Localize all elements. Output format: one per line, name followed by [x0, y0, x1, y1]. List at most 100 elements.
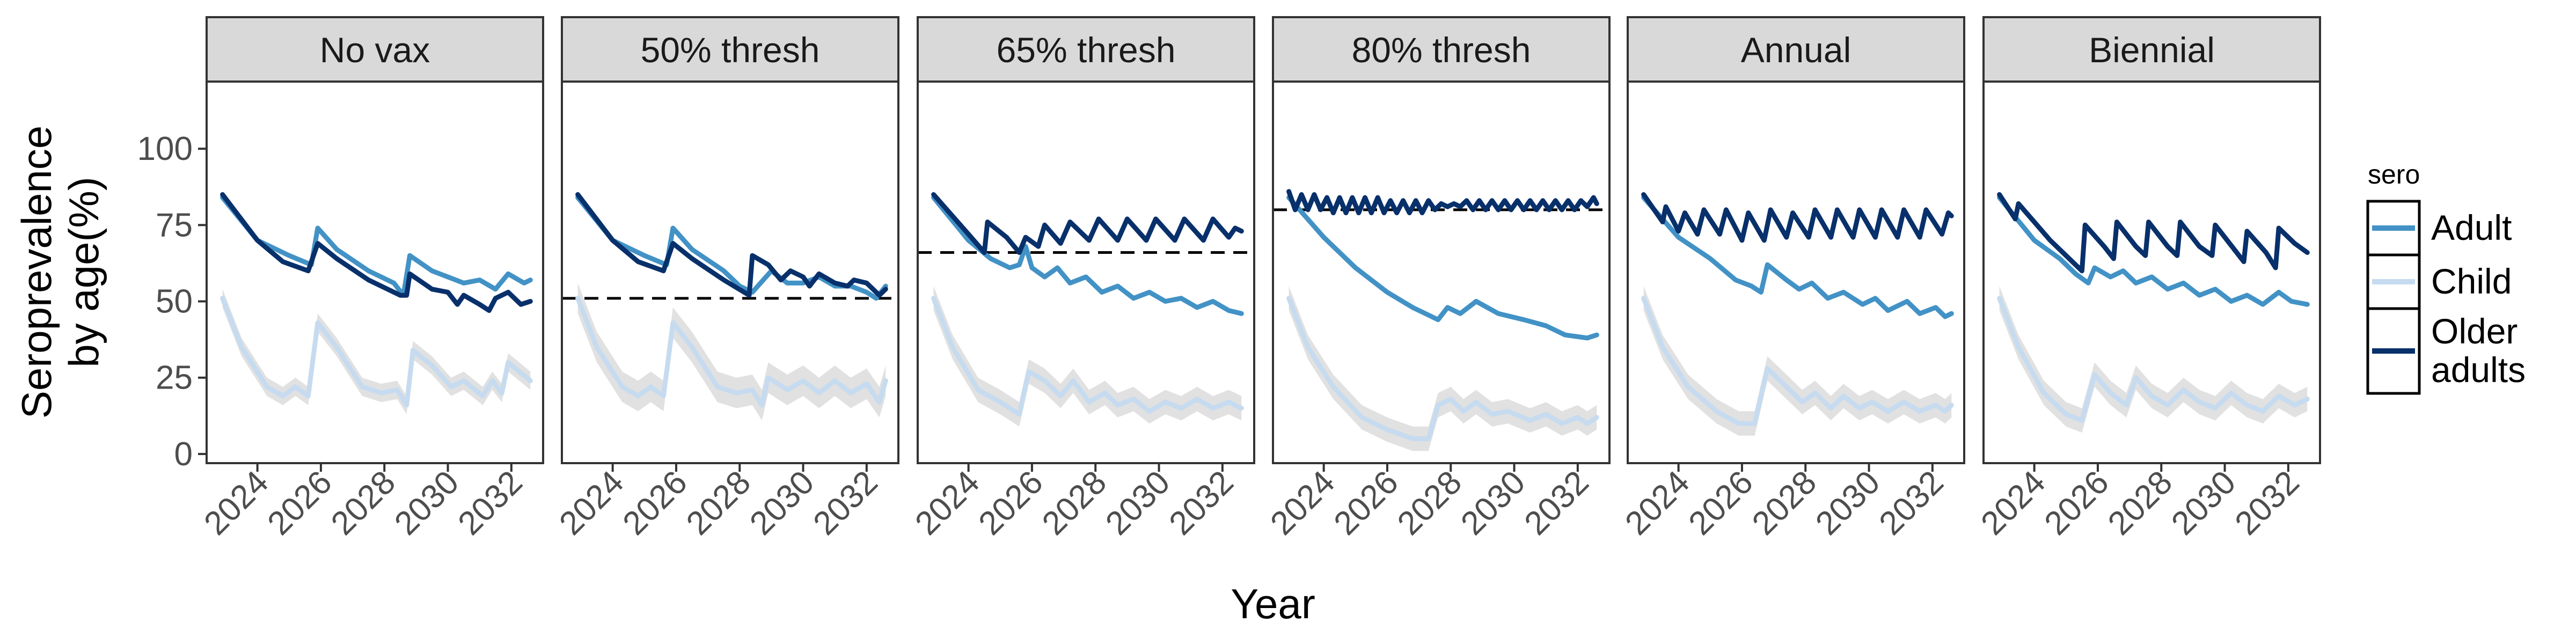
plot-content — [1273, 189, 1609, 451]
plot-content — [918, 192, 1254, 427]
facet-strip-label: Annual — [1741, 30, 1851, 70]
series-line-adult — [931, 195, 1244, 316]
x-axis-title: Year — [1231, 580, 1315, 627]
x-tick-label: 2028 — [2101, 464, 2179, 542]
facet-strip-label: No vax — [320, 30, 430, 70]
y-tick-label: 75 — [156, 207, 193, 244]
panel-border — [561, 80, 899, 464]
series-line-child — [220, 296, 533, 408]
series-band-child — [1289, 286, 1597, 451]
facet-strip-label: 65% thresh — [997, 30, 1176, 70]
plot-area — [562, 82, 898, 463]
panel-border — [917, 80, 1255, 464]
panel-border — [1627, 80, 1965, 464]
x-tick-label: 2024 — [552, 464, 631, 542]
x-tick-label: 2030 — [1809, 464, 1887, 542]
y-axis-title-line: by age(%) — [60, 177, 107, 368]
x-tick-label: 2028 — [679, 464, 758, 542]
x-tick-label: 2024 — [197, 464, 275, 542]
plot-area — [1984, 82, 2320, 463]
y-axis-title-line: Seroprevalence — [13, 126, 60, 419]
x-tick-label: 2030 — [387, 464, 466, 542]
panel-border — [1982, 80, 2321, 464]
plot-area — [1628, 82, 1964, 463]
x-tick-label: 2026 — [2038, 464, 2116, 542]
facet-strip — [1272, 16, 1611, 83]
series-line-older-adults — [931, 192, 1244, 255]
y-tick-label: 0 — [174, 436, 193, 473]
plot-content — [220, 192, 533, 414]
x-tick-label: 2028 — [1745, 464, 1824, 542]
series-line-older-adults — [1286, 189, 1599, 216]
series-line-child — [1641, 296, 1954, 426]
x-tick-label: 2030 — [743, 464, 821, 542]
facet-strip — [561, 16, 899, 83]
series-line-older-adults — [220, 192, 533, 313]
facet-strip — [1627, 16, 1965, 83]
x-tick-label: 2026 — [616, 464, 694, 542]
x-tick-label: 2032 — [1517, 464, 1596, 542]
facet-strip — [1982, 16, 2321, 83]
x-tick-label: 2026 — [972, 464, 1050, 542]
x-tick-label: 2032 — [1162, 464, 1240, 542]
x-tick-label: 2030 — [2164, 464, 2243, 542]
x-tick-label: 2026 — [261, 464, 339, 542]
x-tick-label: 2032 — [1872, 464, 1950, 542]
series-line-older-adults — [1997, 192, 2310, 274]
legend-label: Older — [2431, 311, 2518, 351]
x-tick-label: 2028 — [1035, 464, 1114, 542]
facet-strip-label: Biennial — [2089, 30, 2215, 70]
facet-strip-label: 50% thresh — [641, 30, 820, 70]
plot-content — [562, 192, 898, 421]
facet-strip-label: 80% thresh — [1352, 30, 1531, 70]
x-tick-label: 2032 — [451, 464, 529, 542]
series-line-child — [575, 296, 888, 408]
series-line-adult — [1286, 195, 1599, 341]
series-line-adult — [220, 195, 533, 298]
legend-label: adults — [2431, 350, 2526, 390]
plot-content — [1641, 192, 1954, 436]
y-axis-title: Seroprevalenceby age(%) — [13, 126, 107, 419]
x-tick-label: 2030 — [1454, 464, 1532, 542]
series-line-adult — [575, 195, 888, 301]
y-tick-label: 25 — [156, 360, 193, 397]
x-tick-label: 2026 — [1682, 464, 1760, 542]
plot-area — [1273, 82, 1609, 463]
facet-strip — [206, 16, 544, 83]
legend-label: Child — [2431, 261, 2512, 301]
y-tick-label: 100 — [137, 130, 193, 167]
series-line-adult — [1997, 195, 2310, 307]
series-line-older-adults — [575, 192, 888, 298]
y-tick-label: 50 — [156, 283, 193, 320]
panel-border — [1272, 80, 1611, 464]
legend-title: sero — [2368, 159, 2420, 189]
series-band-child — [933, 286, 1242, 427]
x-tick-label: 2024 — [1263, 464, 1342, 542]
series-band-child — [1643, 286, 1952, 436]
panel-border — [206, 80, 544, 464]
x-tick-label: 2028 — [1391, 464, 1469, 542]
series-line-child — [931, 296, 1244, 417]
x-tick-label: 2030 — [1099, 464, 1177, 542]
series-line-older-adults — [1641, 192, 1954, 243]
x-tick-label: 2032 — [2228, 464, 2306, 542]
series-line-child — [1286, 296, 1599, 441]
x-tick-label: 2028 — [324, 464, 402, 542]
x-tick-label: 2026 — [1327, 464, 1406, 542]
x-tick-label: 2024 — [908, 464, 986, 542]
plot-content — [1997, 192, 2310, 433]
legend-label: Adult — [2431, 208, 2512, 247]
series-line-child — [1997, 296, 2310, 423]
x-tick-label: 2032 — [806, 464, 884, 542]
x-tick-label: 2024 — [1974, 464, 2052, 542]
x-tick-label: 2024 — [1618, 464, 1696, 542]
series-line-adult — [1641, 195, 1954, 319]
